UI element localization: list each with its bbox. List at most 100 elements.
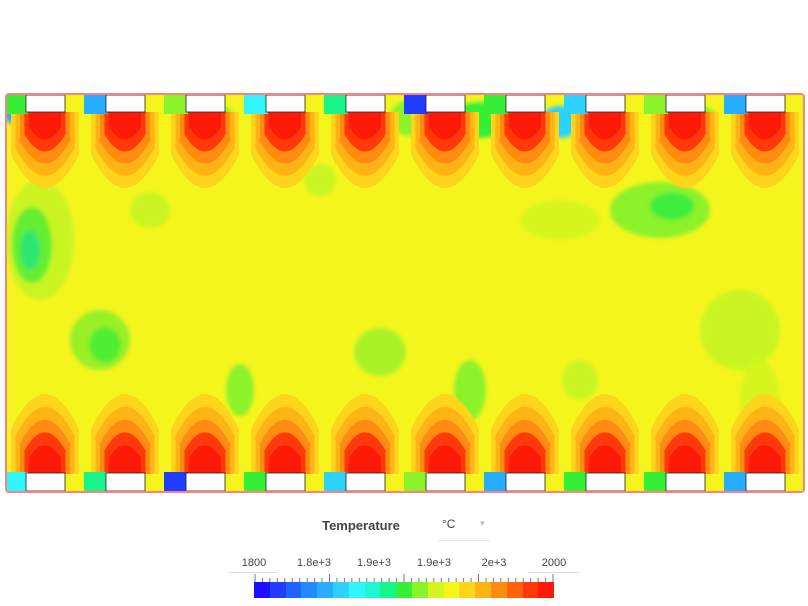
color-bar-segment xyxy=(506,582,523,598)
wall-strip xyxy=(404,472,428,492)
wall-strip xyxy=(404,94,428,114)
cool-patch xyxy=(304,164,336,196)
cool-patch xyxy=(89,327,121,363)
color-bar-segment xyxy=(364,582,381,598)
hot-plume xyxy=(748,445,782,474)
color-bar-segment xyxy=(380,582,397,598)
color-bar-segment xyxy=(285,582,302,598)
color-scale-bar xyxy=(254,582,555,598)
color-bar-segment xyxy=(348,582,365,598)
hot-plume xyxy=(428,112,462,140)
unit-label: °C xyxy=(442,517,456,531)
cool-patch xyxy=(562,360,598,400)
wall-strip xyxy=(324,472,348,492)
color-bar-segment xyxy=(332,582,349,598)
wall-strip xyxy=(484,94,508,114)
color-bar-segment xyxy=(475,582,491,598)
wall-strip xyxy=(6,94,28,114)
tick-label: 1.8e+3 xyxy=(297,557,331,569)
chevron-down-icon: ▾ xyxy=(480,518,485,528)
wall-strip xyxy=(724,94,748,114)
heater-block xyxy=(585,94,626,113)
hot-plume xyxy=(508,112,542,140)
cool-patch xyxy=(520,200,600,240)
wall-strip xyxy=(484,472,508,492)
heater-block xyxy=(345,472,386,492)
cool-patch xyxy=(226,364,254,416)
heater-block xyxy=(105,94,146,113)
simulation-viewport[interactable] xyxy=(0,0,808,500)
heater-block xyxy=(505,472,546,492)
wall-strip xyxy=(644,94,668,114)
color-bar-segment xyxy=(301,582,318,598)
heater-block xyxy=(105,472,146,492)
wall-strip xyxy=(6,472,28,492)
color-bar-segment xyxy=(411,582,428,598)
color-bar-segment xyxy=(396,582,412,598)
hot-plume xyxy=(268,112,302,140)
color-bar-segment xyxy=(317,582,333,598)
wall-strip xyxy=(164,94,188,114)
cool-patch xyxy=(20,230,40,270)
hot-plume xyxy=(348,445,382,474)
heater-block xyxy=(265,472,306,492)
heater-block xyxy=(425,472,466,492)
heater-block xyxy=(745,94,786,113)
wall-strip xyxy=(164,472,188,492)
unit-selector[interactable]: °C ▾ xyxy=(438,512,490,541)
cool-patch xyxy=(700,290,780,370)
hot-plume xyxy=(348,112,382,140)
heater-block xyxy=(425,94,466,113)
wall-strip xyxy=(564,472,588,492)
hot-plume xyxy=(668,445,702,474)
color-bar-segment xyxy=(254,582,270,598)
color-bar-segment xyxy=(522,582,539,598)
hot-plume xyxy=(748,112,782,140)
temperature-legend: Temperature °C ▾ 1800 1.8e+3 1.9e+3 1.9e… xyxy=(0,500,808,606)
heater-block xyxy=(585,472,626,492)
wall-strip xyxy=(324,94,348,114)
hot-plume xyxy=(28,445,62,474)
domain-frame xyxy=(5,93,805,493)
legend-tick-marks xyxy=(254,574,554,582)
tick-label: 1.9e+3 xyxy=(417,557,451,569)
legend-title: Temperature xyxy=(322,518,400,533)
heater-block xyxy=(505,94,546,113)
wall-strip xyxy=(244,94,268,114)
heater-block xyxy=(665,94,706,113)
hot-plume xyxy=(188,112,222,140)
hot-plume xyxy=(668,112,702,140)
cool-patch xyxy=(130,192,170,228)
hot-plume xyxy=(588,112,622,140)
wall-strip xyxy=(564,94,588,114)
hot-plume xyxy=(268,445,302,474)
wall-strips xyxy=(6,94,748,492)
color-bar-segment xyxy=(459,582,476,598)
tick-divider xyxy=(228,572,278,573)
heater-block xyxy=(745,472,786,492)
heater-block xyxy=(345,94,386,113)
tick-divider xyxy=(528,572,580,573)
temperature-contour-field xyxy=(6,94,804,492)
color-bar-segment xyxy=(269,582,286,598)
cool-patch xyxy=(650,192,694,220)
hot-plume xyxy=(508,445,542,474)
heater-block xyxy=(185,472,226,492)
tick-label: 2000 xyxy=(541,557,567,569)
color-bar-segment xyxy=(427,582,444,598)
wall-strip xyxy=(84,94,108,114)
wall-strip xyxy=(84,472,108,492)
legend-scale-labels: 1800 1.8e+3 1.9e+3 1.9e+3 2e+3 2000 xyxy=(228,557,580,573)
heater-block xyxy=(665,472,706,492)
tick-label: 2e+3 xyxy=(481,557,507,569)
wall-strip xyxy=(644,472,668,492)
hot-plume xyxy=(188,445,222,474)
wall-strip xyxy=(724,472,748,492)
color-bar-segment xyxy=(538,582,555,598)
hot-plume xyxy=(28,112,62,140)
heater-block xyxy=(185,94,226,113)
tick-label: 1.9e+3 xyxy=(357,557,391,569)
hot-plume xyxy=(588,445,622,474)
hot-plume xyxy=(428,445,462,474)
heater-block xyxy=(25,94,66,113)
